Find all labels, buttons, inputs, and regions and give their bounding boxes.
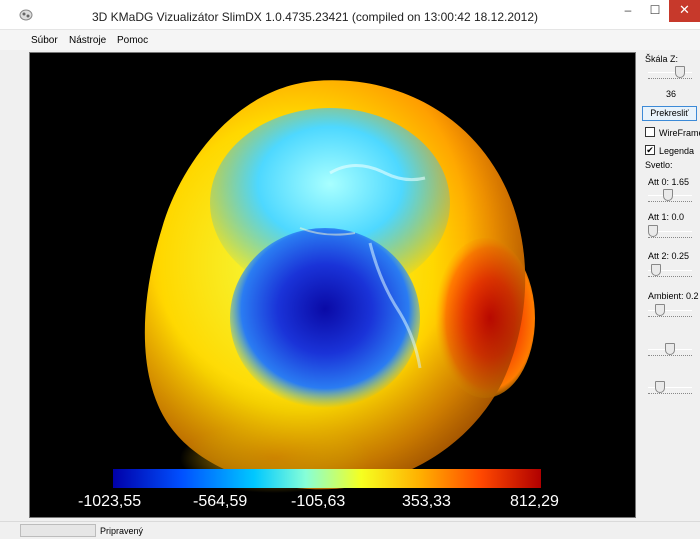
geoid-globe[interactable] — [30, 53, 636, 518]
window-title: 3D KMaDG Vizualizátor SlimDX 1.0.4735.23… — [91, 10, 539, 24]
ambient-label: Ambient: 0.2 — [648, 291, 699, 301]
extra-slider-2[interactable] — [648, 381, 694, 395]
color-legend-bar — [113, 469, 541, 488]
legend-label-mid: -105,63 — [291, 493, 346, 510]
redraw-button[interactable]: Prekresliť — [642, 106, 697, 121]
ambient-slider-thumb[interactable] — [655, 304, 665, 316]
maximize-button[interactable]: ☐ — [649, 3, 661, 17]
att1-slider-thumb[interactable] — [648, 225, 658, 237]
scale-z-slider[interactable] — [648, 66, 694, 80]
checkmark-icon: ✔ — [646, 145, 654, 155]
att2-slider[interactable] — [648, 264, 694, 278]
legend-label-max: 812,29 — [510, 493, 559, 510]
progress-bar — [20, 524, 96, 537]
scale-z-value: 36 — [666, 89, 677, 99]
att1-slider[interactable] — [648, 225, 694, 239]
legend-checkbox[interactable]: ✔ — [645, 145, 655, 155]
menu-help[interactable]: Pomoc — [117, 35, 149, 46]
menu-file[interactable]: Súbor — [31, 35, 58, 46]
light-label: Svetlo: — [645, 160, 673, 170]
att2-label: Att 2: 0.25 — [648, 251, 690, 261]
att0-slider[interactable] — [648, 189, 694, 203]
menu-tools[interactable]: Nástroje — [69, 35, 107, 46]
att2-slider-thumb[interactable] — [651, 264, 661, 276]
att0-slider-thumb[interactable] — [663, 189, 673, 201]
title-bar: 3D KMaDG Vizualizátor SlimDX 1.0.4735.23… — [0, 0, 700, 30]
close-button[interactable]: ✕ — [669, 0, 700, 22]
menu-bar: Súbor Nástroje Pomoc — [0, 30, 700, 50]
wireframe-label: WireFrame — [659, 128, 700, 138]
extra-slider-2-thumb[interactable] — [655, 381, 665, 393]
minimize-button[interactable]: – — [624, 3, 632, 17]
extra-slider-1-thumb[interactable] — [665, 343, 675, 355]
extra-slider-1[interactable] — [648, 343, 694, 357]
scale-z-label: Škála Z: — [645, 54, 679, 64]
legend-label: Legenda — [659, 146, 695, 156]
wireframe-checkbox[interactable] — [645, 127, 655, 137]
app-icon — [19, 9, 33, 21]
scale-z-slider-thumb[interactable] — [675, 66, 685, 78]
ambient-slider[interactable] — [648, 304, 694, 318]
att0-label: Att 0: 1.65 — [648, 177, 690, 187]
status-text: Pripravený — [100, 526, 144, 536]
att1-label: Att 1: 0.0 — [648, 212, 685, 222]
status-bar: Pripravený — [0, 521, 700, 539]
legend-label-4: 353,33 — [402, 493, 451, 510]
legend-label-min: -1023,55 — [78, 493, 142, 510]
legend-label-2: -564,59 — [193, 493, 248, 510]
3d-viewport[interactable]: -1023,55 -564,59 -105,63 353,33 812,29 — [29, 52, 636, 518]
